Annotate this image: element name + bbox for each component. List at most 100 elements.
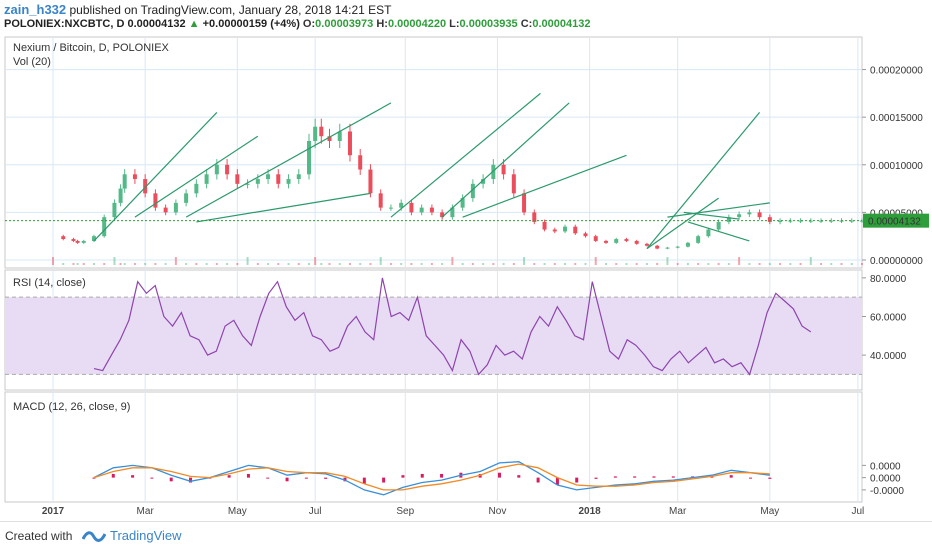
volume-bar (308, 263, 311, 265)
high-label: H: (376, 18, 388, 30)
volume-bar (850, 263, 853, 265)
macd-pane-title: MACD (12, 26, close, 9) (13, 401, 130, 413)
x-tick-label: Sep (396, 506, 414, 517)
candle-body (399, 202, 404, 208)
trend-line (667, 202, 770, 218)
macd-histogram-bar (497, 472, 501, 478)
candle-body (153, 193, 158, 208)
candle-body (225, 164, 230, 175)
publish-line: zain_h332 published on TradingView.com, … (4, 2, 392, 17)
candle-body (829, 220, 834, 222)
candle-body (583, 233, 588, 237)
x-tick-label: 2018 (578, 506, 601, 517)
y-tick-label: 80.0000 (870, 274, 907, 285)
volume-bar (320, 263, 323, 265)
candle-body (491, 164, 496, 180)
y-tick-label: 0.00015000 (870, 113, 923, 124)
x-tick-label: Jul (852, 506, 865, 517)
tradingview-logo-icon[interactable] (82, 528, 106, 544)
volume-bar (492, 263, 495, 265)
candle-body (368, 169, 373, 194)
volume-bar (328, 263, 331, 265)
candle-body (378, 193, 383, 208)
volume-bar (482, 263, 485, 265)
candle-body (470, 183, 475, 199)
close-value: 0.00004132 (532, 18, 591, 30)
volume-bar (144, 263, 147, 265)
volume-bar (738, 257, 741, 265)
rsi-band (5, 297, 862, 375)
candle-body (685, 242, 690, 247)
y-tick-label: 0.00010000 (870, 161, 923, 172)
volume-bar (553, 263, 556, 265)
candle-body (726, 217, 731, 222)
candle-body (91, 236, 96, 241)
open-label: O: (302, 18, 316, 30)
volume-bar (72, 263, 75, 265)
macd-histogram-bar (575, 477, 579, 483)
candle-body (563, 226, 568, 232)
trend-line (646, 197, 719, 250)
candle-body (644, 243, 649, 246)
candle-body (276, 174, 281, 184)
candle-body (481, 179, 486, 184)
volume-bar (502, 263, 505, 265)
macd-histogram-bar (749, 477, 753, 479)
last-price-tag (863, 213, 929, 228)
candle-body (511, 174, 516, 194)
trend-line (93, 111, 218, 242)
candle-body (337, 131, 342, 141)
x-tick-label: 2017 (42, 506, 65, 517)
footer-bar: Created with TradingView (0, 521, 932, 551)
volume-bar (287, 263, 290, 265)
x-tick-label: Mar (137, 506, 155, 517)
volume-bar (461, 263, 464, 265)
candle-body (767, 217, 772, 222)
tradingview-link[interactable]: TradingView (110, 528, 182, 543)
trend-line (683, 211, 740, 220)
candle-body (778, 220, 783, 222)
x-tick-label: Mar (669, 506, 687, 517)
macd-histogram-bar (111, 473, 115, 478)
volume-bar (174, 257, 177, 265)
candle-body (143, 179, 148, 194)
candle-body (665, 247, 670, 249)
candle-body (296, 174, 301, 180)
volume-bar (574, 263, 577, 265)
author-link[interactable]: zain_h332 (4, 2, 67, 17)
volume-bar (533, 263, 536, 265)
candle-body (61, 236, 66, 240)
volume-bar (471, 263, 474, 265)
macd-histogram-bar (266, 477, 270, 479)
trend-line (134, 135, 259, 218)
volume-bar (133, 263, 136, 265)
macd-histogram-bar (555, 477, 559, 485)
y-tick-label: -0.0000 (870, 486, 904, 497)
low-value: 0.00003935 (459, 18, 518, 30)
macd-histogram-bar (613, 476, 617, 478)
volume-bar (686, 263, 689, 265)
candle-body (409, 202, 414, 213)
trend-line (185, 102, 392, 218)
macd-histogram-bar (594, 477, 598, 479)
macd-histogram-bar (150, 477, 154, 479)
candle-body (460, 198, 465, 208)
chart-canvas[interactable]: 2017 Mar May Jul Sep Nov 2018 Mar May Jul 0.000000… (0, 0, 932, 522)
volume-bar (564, 263, 567, 265)
candle-body (204, 174, 209, 184)
candle-body (102, 217, 107, 237)
macd-histogram-bar (246, 473, 250, 478)
volume-bar (789, 263, 792, 265)
macd-histogram-bar (440, 473, 444, 478)
volume-bar (779, 263, 782, 265)
volume-bar (314, 257, 317, 265)
created-with-label: Created with (5, 529, 73, 543)
candle-body (235, 174, 240, 184)
candle-body (747, 212, 752, 215)
volume-bar (604, 263, 607, 265)
macd-histogram-bar (401, 475, 405, 478)
candle-body (358, 155, 363, 170)
candle-body (132, 174, 137, 180)
volume-bar (420, 263, 423, 265)
candle-body (118, 188, 123, 203)
